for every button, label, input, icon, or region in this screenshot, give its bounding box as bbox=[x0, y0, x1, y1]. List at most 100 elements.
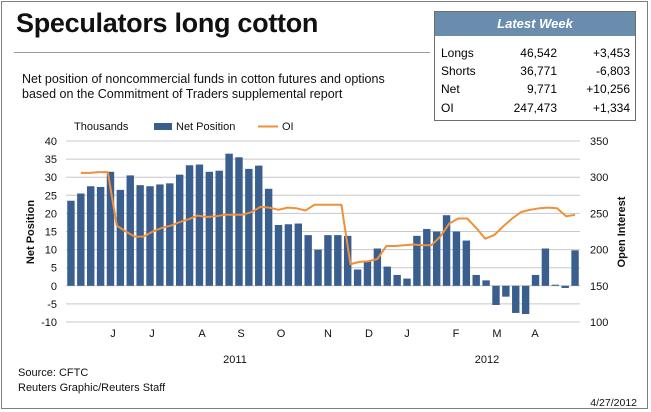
net-position-bar bbox=[442, 215, 451, 286]
row-label: Shorts bbox=[441, 64, 476, 78]
net-position-bar bbox=[502, 285, 510, 297]
title-divider bbox=[14, 52, 430, 53]
y-right-axis-title: Open Interest bbox=[616, 196, 628, 267]
net-position-bar bbox=[423, 228, 431, 286]
row-change: -6,803 bbox=[595, 64, 630, 78]
y-left-tick-label: -5 bbox=[47, 299, 57, 311]
row-change: +3,453 bbox=[592, 46, 630, 60]
net-position-bar bbox=[245, 168, 253, 286]
latest-week-header: Latest Week bbox=[435, 12, 635, 36]
row-value: 9,771 bbox=[526, 82, 557, 96]
net-position-bar bbox=[363, 261, 372, 286]
net-position-bar bbox=[96, 186, 105, 286]
net-position-bar bbox=[284, 224, 293, 286]
net-position-bar bbox=[77, 193, 85, 286]
row-value: 46,542 bbox=[520, 46, 557, 60]
x-month-label: A bbox=[531, 328, 539, 340]
row-value: 247,473 bbox=[513, 101, 557, 115]
latest-week-row: OI 247,473 +1,334 bbox=[435, 99, 635, 117]
credit-note: Reuters Graphic/Reuters Staff bbox=[18, 382, 166, 394]
net-position-bar bbox=[482, 280, 490, 286]
y-right-tick-label: 200 bbox=[590, 245, 608, 257]
y-left-tick-label: 10 bbox=[45, 245, 57, 257]
latest-week-row: Net 9,771 +10,256 bbox=[435, 80, 635, 98]
oi-line bbox=[80, 171, 576, 266]
y-right-tick-label: 300 bbox=[590, 172, 608, 184]
net-position-bar bbox=[551, 284, 559, 286]
net-position-bar bbox=[334, 235, 342, 286]
x-month-label: J bbox=[404, 328, 410, 340]
net-position-bar bbox=[432, 231, 441, 286]
net-position-bar bbox=[106, 171, 115, 286]
x-month-label: M bbox=[492, 328, 501, 340]
row-label: Net bbox=[441, 82, 460, 96]
net-position-bar bbox=[215, 170, 223, 286]
latest-week-row: Shorts 36,771 -6,803 bbox=[435, 62, 635, 80]
net-position-bar bbox=[274, 224, 283, 286]
net-position-bar bbox=[235, 157, 243, 286]
net-position-bar bbox=[462, 240, 471, 286]
net-position-bar bbox=[67, 200, 75, 286]
legend-net-swatch bbox=[154, 123, 172, 130]
net-position-bar bbox=[353, 269, 362, 286]
net-position-bar bbox=[195, 164, 204, 286]
legend-net-label: Net Position bbox=[176, 121, 235, 133]
net-position-bar bbox=[403, 278, 411, 286]
latest-week-row: Longs 46,542 +3,453 bbox=[435, 44, 635, 62]
row-value: 36,771 bbox=[520, 64, 557, 78]
net-position-bar bbox=[324, 235, 332, 286]
row-label: Longs bbox=[441, 46, 474, 60]
net-position-bar bbox=[87, 186, 95, 286]
x-month-label: O bbox=[277, 328, 286, 340]
x-month-label: N bbox=[324, 328, 332, 340]
net-position-bar bbox=[472, 274, 480, 286]
x-year-label: 2011 bbox=[223, 354, 247, 366]
net-position-bar bbox=[571, 250, 579, 286]
subtitle-line-2: based on the Commitment of Traders suppl… bbox=[22, 87, 343, 101]
net-position-bar bbox=[314, 249, 322, 286]
net-position-bar bbox=[146, 186, 154, 286]
y-left-tick-label: 35 bbox=[45, 154, 57, 166]
x-month-label: S bbox=[237, 328, 244, 340]
page-title: Speculators long cotton bbox=[16, 8, 319, 38]
net-position-bar bbox=[383, 266, 391, 286]
net-position-bar bbox=[561, 285, 569, 288]
row-change: +1,334 bbox=[592, 101, 630, 115]
subtitle-line-1: Net position of noncommercial funds in c… bbox=[22, 72, 385, 86]
net-position-bar bbox=[136, 185, 144, 286]
net-position-bar bbox=[175, 174, 184, 286]
net-position-bar bbox=[166, 183, 174, 286]
net-position-bar bbox=[126, 175, 134, 286]
net-position-bar bbox=[373, 248, 382, 286]
net-position-bar bbox=[393, 274, 401, 286]
x-month-label: J bbox=[149, 328, 155, 340]
net-position-bar bbox=[156, 184, 164, 286]
latest-week-table: Latest Week Longs 46,542 +3,453 Shorts 3… bbox=[434, 11, 636, 121]
net-position-bar bbox=[492, 285, 500, 305]
y-left-tick-label: 5 bbox=[51, 263, 57, 275]
row-change: +10,256 bbox=[586, 82, 630, 96]
y-left-tick-label: 30 bbox=[45, 172, 57, 184]
net-position-bar bbox=[264, 188, 273, 286]
y-right-tick-label: 250 bbox=[590, 208, 608, 220]
net-position-bar bbox=[205, 171, 214, 286]
net-position-bar bbox=[225, 153, 233, 286]
y-left-tick-label: 25 bbox=[45, 190, 57, 202]
legend-oi-label: OI bbox=[282, 121, 294, 133]
row-label: OI bbox=[441, 101, 454, 115]
x-month-label: A bbox=[198, 328, 206, 340]
y-right-tick-label: 350 bbox=[590, 136, 608, 148]
y-left-tick-label: 0 bbox=[51, 281, 57, 293]
x-month-label: F bbox=[453, 328, 460, 340]
y-right-tick-label: 150 bbox=[590, 281, 608, 293]
net-position-bar bbox=[521, 285, 530, 315]
net-position-bar bbox=[344, 235, 352, 286]
net-position-bar bbox=[304, 235, 312, 286]
net-position-bar bbox=[413, 235, 421, 286]
y-left-tick-label: 40 bbox=[45, 136, 57, 148]
y-left-tick-label: -10 bbox=[41, 317, 57, 329]
source-note: Source: CFTC bbox=[18, 367, 89, 379]
legend-units-label: Thousands bbox=[74, 121, 129, 133]
net-position-bar bbox=[294, 223, 302, 286]
